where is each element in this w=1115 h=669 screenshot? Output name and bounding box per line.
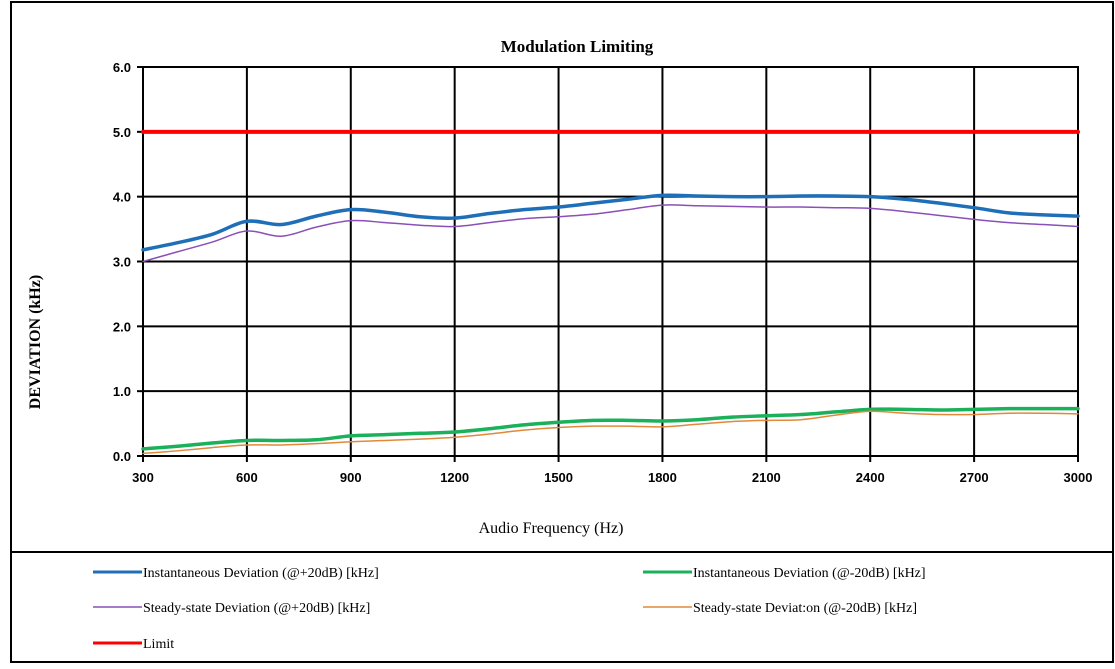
x-tick-label: 2400 [856, 470, 885, 485]
y-tick-label: 5.0 [113, 125, 131, 140]
x-tick-label: 900 [340, 470, 362, 485]
legend: Instantaneous Deviation (@+20dB) [kHz] In… [93, 566, 926, 652]
y-tick-label: 0.0 [113, 449, 131, 464]
series-line-inst-plus20 [141, 193, 1080, 252]
x-tick-label: 300 [132, 470, 154, 485]
x-tick-label: 2700 [960, 470, 989, 485]
x-axis-title: Audio Frequency (Hz) [479, 520, 624, 537]
series-line-steady-plus20 [142, 204, 1079, 263]
y-tick-label: 4.0 [113, 190, 131, 205]
x-tick-label: 600 [236, 470, 258, 485]
x-tick-label: 1200 [440, 470, 469, 485]
series-line-inst-minus20 [141, 406, 1080, 451]
legend-item-steady-minus20: Steady-state Deviat:on (@-20dB) [kHz] [643, 601, 917, 616]
y-tick-label: 6.0 [113, 60, 131, 75]
legend-label: Instantaneous Deviation (@-20dB) [kHz] [693, 566, 926, 581]
x-tick-label: 1500 [544, 470, 573, 485]
y-tick-label: 1.0 [113, 384, 131, 399]
y-tick-label: 2.0 [113, 319, 131, 334]
series-line-steady-minus20 [142, 410, 1079, 455]
chart-outer-border [10, 1, 1114, 663]
legend-label: Steady-state Deviation (@+20dB) [kHz] [143, 601, 370, 616]
legend-label: Steady-state Deviat:on (@-20dB) [kHz] [693, 601, 917, 616]
y-tick-label: 3.0 [113, 255, 131, 270]
series-layer [141, 129, 1080, 455]
x-tick-label: 3000 [1064, 470, 1093, 485]
legend-item-inst-minus20: Instantaneous Deviation (@-20dB) [kHz] [643, 566, 926, 581]
legend-item-limit: Limit [93, 637, 174, 652]
legend-item-steady-plus20: Steady-state Deviation (@+20dB) [kHz] [93, 601, 370, 616]
legend-label: Instantaneous Deviation (@+20dB) [kHz] [143, 566, 379, 581]
ticks-layer: 0.0 1.0 2.0 3.0 4.0 5.0 6.0 300 600 900 1200 1500 18… [113, 60, 1093, 485]
chart-title: Modulation Limiting [501, 37, 654, 56]
y-axis-title: DEVIATION (kHz) [27, 275, 44, 409]
legend-label: Limit [143, 637, 174, 652]
legend-item-inst-plus20: Instantaneous Deviation (@+20dB) [kHz] [93, 566, 379, 581]
x-tick-label: 1800 [648, 470, 677, 485]
x-tick-label: 2100 [752, 470, 781, 485]
